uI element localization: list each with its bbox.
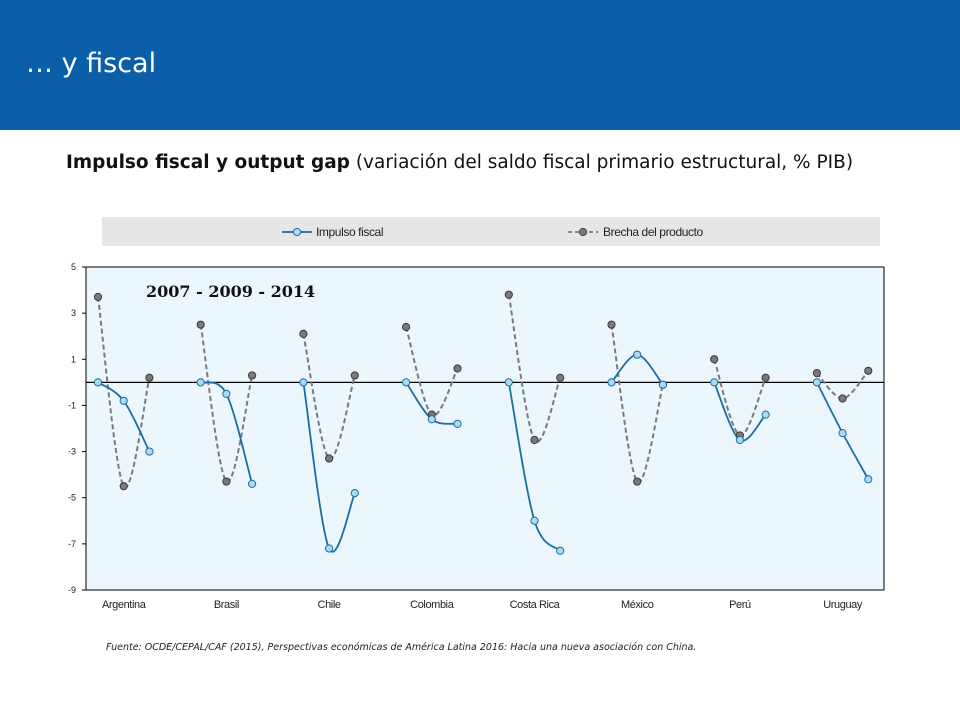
data-point-impulso (658, 380, 668, 389)
data-point-impulso (350, 489, 359, 498)
y-tick-label: 5 (71, 262, 76, 272)
data-point-brecha (453, 364, 462, 373)
period-annotation: 2007 - 2009 - 2014 (146, 282, 315, 301)
data-point-impulso (864, 475, 873, 484)
data-point-brecha (607, 320, 616, 329)
y-tick-label: -9 (68, 585, 76, 595)
data-point-brecha (145, 373, 154, 382)
series-line-brecha (302, 333, 356, 460)
data-point-brecha (350, 371, 359, 380)
data-point-brecha (93, 292, 103, 302)
data-point-impulso (145, 447, 154, 456)
data-point-impulso (196, 378, 205, 387)
data-point-brecha (119, 482, 128, 491)
plot-area (85, 266, 885, 591)
y-tick-label: -3 (68, 447, 76, 457)
data-point-impulso (119, 396, 128, 405)
y-tick-label: 1 (71, 354, 76, 364)
y-tick-label: 3 (71, 308, 76, 318)
data-point-brecha (222, 477, 231, 486)
legend-box (102, 217, 880, 246)
data-point-brecha (812, 369, 822, 378)
data-point-brecha (710, 355, 719, 364)
series-line-brecha (610, 324, 664, 484)
series-line-impulso (302, 382, 356, 553)
x-category-label: Colombia (410, 599, 455, 611)
data-point-brecha (864, 366, 873, 375)
data-point-impulso (427, 415, 436, 424)
series-line-brecha (199, 324, 254, 483)
y-tick-label: -7 (68, 539, 76, 549)
data-point-brecha (299, 329, 308, 339)
series-line-impulso (507, 382, 561, 552)
source-note: Fuente: OCDE/CEPAL/CAF (2015), Perspecti… (106, 642, 697, 653)
data-point-brecha (248, 371, 257, 380)
data-point-brecha (761, 373, 770, 382)
data-point-impulso (248, 479, 257, 488)
data-point-impulso (299, 378, 308, 387)
data-point-impulso (556, 546, 565, 555)
chart-title-rest: (variación del saldo fiscal primario est… (349, 152, 854, 173)
data-point-brecha (196, 320, 205, 329)
slide-title: … y fiscal (26, 48, 157, 79)
data-point-impulso (93, 378, 103, 387)
data-point-impulso (761, 410, 770, 419)
x-category-label: Perú (729, 599, 751, 611)
data-point-impulso (838, 429, 847, 438)
x-category-label: Brasil (214, 599, 239, 611)
legend-label: Impulso fiscal (316, 225, 383, 239)
data-point-brecha (530, 435, 539, 445)
chart-title: Impulso fiscal y output gap (variación d… (66, 152, 956, 173)
x-category-label: Uruguay (823, 599, 863, 611)
series-line-brecha (97, 296, 151, 489)
data-point-impulso (453, 419, 462, 428)
data-point-impulso (607, 378, 616, 387)
data-point-brecha (325, 454, 334, 463)
data-point-brecha (402, 322, 411, 332)
data-point-brecha (504, 290, 513, 299)
data-point-impulso (812, 378, 822, 387)
x-category-label: Argentina (102, 599, 147, 611)
data-point-impulso (402, 378, 411, 387)
x-category-label: México (621, 599, 654, 611)
legend-swatch-marker (578, 227, 588, 237)
data-point-impulso (633, 350, 642, 359)
data-point-impulso (530, 516, 539, 525)
data-point-impulso (710, 378, 719, 387)
data-point-brecha (556, 373, 565, 382)
data-point-impulso (325, 544, 334, 553)
header-bar (0, 0, 960, 130)
data-point-impulso (735, 435, 745, 445)
legend-swatch-marker (292, 227, 302, 237)
chart-title-bold: Impulso fiscal y output gap (66, 152, 350, 173)
x-category-label: Chile (318, 599, 341, 611)
y-tick-label: -1 (68, 400, 76, 410)
x-category-label: Costa Rica (510, 599, 561, 611)
y-tick-label: -5 (68, 493, 76, 503)
data-point-brecha (838, 394, 847, 403)
data-point-impulso (222, 389, 231, 398)
data-point-impulso (504, 378, 513, 387)
data-point-brecha (633, 477, 642, 486)
legend-label: Brecha del producto (603, 225, 704, 239)
